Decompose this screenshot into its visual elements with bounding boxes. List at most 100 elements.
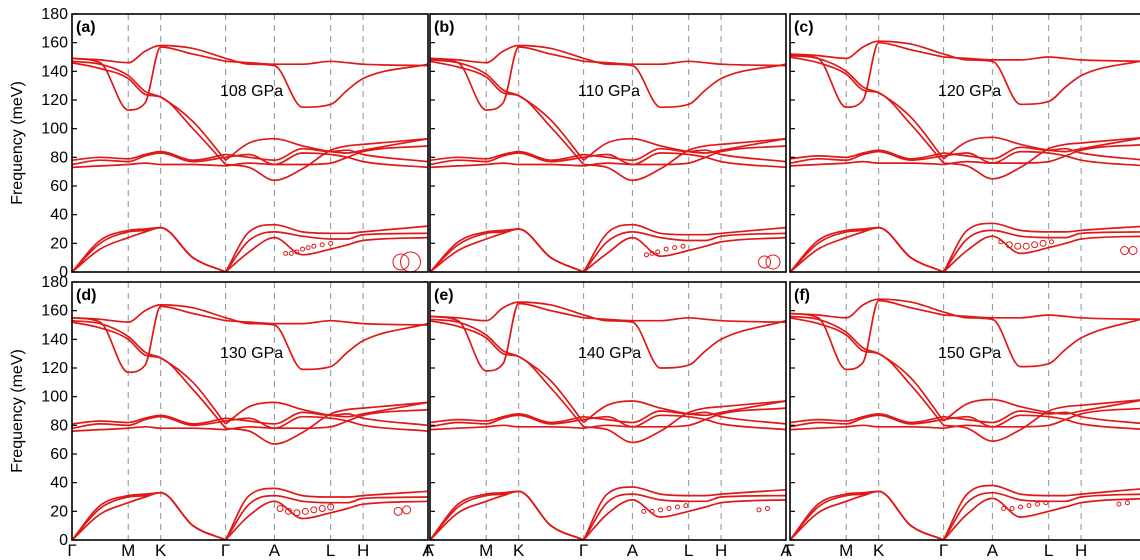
phonon-branch-3: [72, 226, 226, 272]
phonon-branch-2: [72, 491, 226, 540]
panel-label: (c): [794, 19, 814, 36]
phonon-branch-3: [583, 236, 786, 272]
phonon-branch-8: [430, 59, 585, 161]
phonon-branch-2: [224, 231, 428, 272]
phonon-branch-3: [582, 499, 786, 540]
coupling-strength-circle: [649, 250, 655, 256]
phonon-branch-7: [790, 316, 945, 426]
panel-frame: [71, 13, 429, 273]
phonon-branch-1: [582, 486, 786, 540]
kpoint-label: M: [839, 541, 853, 560]
y-tick-label: 20: [50, 503, 68, 520]
phonon-branch-4: [790, 424, 944, 431]
kpoint-label: K: [155, 541, 167, 560]
phonon-branch-7: [225, 401, 428, 445]
coupling-strength-circle: [1128, 246, 1138, 255]
band-set: [790, 40, 1140, 272]
coupling-strength-circle: [663, 246, 669, 252]
phonon-branch-5: [790, 414, 944, 428]
phonon-branch-7: [583, 400, 786, 444]
panel-frame: [789, 13, 1140, 273]
phonon-branch-6: [943, 410, 1140, 425]
phonon-branch-8: [225, 401, 428, 425]
phonon-branch-2: [790, 490, 944, 540]
coupling-strength-circle: [1022, 242, 1030, 250]
coupling-strength-circle: [1116, 501, 1122, 507]
y-tick-label: 140: [41, 331, 68, 348]
coupling-strength-circle: [758, 255, 772, 269]
phonon-branch-2: [430, 228, 584, 272]
phonon-branch-10: [430, 301, 584, 322]
kpoint-label: M: [121, 541, 135, 560]
y-tick-label: 100: [41, 121, 68, 138]
phonon-branch-8: [790, 54, 945, 160]
phonon-branch-7: [430, 60, 585, 166]
phonon-branch-10: [72, 304, 226, 323]
panel-label: (d): [76, 287, 96, 304]
phonon-branch-6: [72, 414, 226, 425]
coupling-strength-circle: [1018, 504, 1024, 510]
pressure-label: 108 GPa: [220, 83, 283, 100]
phonon-branch-4: [72, 425, 226, 432]
panel-frame: [429, 281, 787, 541]
coupling-strength-circle: [756, 507, 762, 513]
kpoint-label: H: [357, 541, 369, 560]
phonon-branch-4: [790, 160, 944, 167]
coupling-strength-circle: [310, 506, 318, 514]
coupling-strength-circle: [1005, 241, 1013, 249]
band-set: [72, 44, 428, 272]
kpoint-label: L: [684, 541, 693, 560]
kpoint-label: Γ: [67, 541, 76, 560]
kpoint-label: A: [987, 541, 999, 560]
phonon-branch-9: [790, 41, 944, 109]
phonon-branch-4: [225, 408, 428, 431]
phonon-branch-6: [72, 150, 226, 162]
y-axis-label: Frequency (meV): [9, 81, 26, 205]
phonon-branch-4: [583, 145, 786, 167]
coupling-strength-circle: [643, 252, 649, 258]
coupling-strength-circle: [683, 503, 689, 509]
kpoint-label: H: [715, 541, 727, 560]
pressure-label: 110 GPa: [578, 83, 640, 100]
phonon-branch-4: [430, 424, 584, 431]
kpoint-axis: ΓMKΓALHAΓMKΓALHAΓMKΓALHA: [67, 541, 1087, 560]
coupling-strength-circle: [765, 254, 781, 270]
phonon-branch-8: [583, 400, 786, 424]
coupling-strength-circle: [1124, 500, 1130, 506]
phonon-branch-10: [430, 44, 584, 64]
coupling-strength-circle: [311, 243, 317, 249]
y-tick-label: 80: [50, 149, 68, 166]
coupling-strength-circle: [305, 245, 311, 251]
y-tick-label: 0: [59, 532, 68, 549]
coupling-strength-circle: [658, 507, 664, 513]
phonon-branch-6: [430, 413, 584, 424]
coupling-strength-circle: [300, 246, 306, 252]
phonon-branch-10: [943, 53, 1140, 106]
phonon-branch-2: [582, 493, 786, 540]
y-axis-label: Frequency (meV): [9, 349, 26, 473]
coupling-strength-circle: [400, 251, 422, 272]
coupling-strength-circle: [392, 253, 410, 271]
coupling-strength-circle: [672, 245, 678, 251]
kpoint-label: A: [422, 541, 434, 560]
phonon-branch-8: [583, 137, 786, 161]
phonon-branch-9: [790, 299, 944, 371]
panel-frame: [789, 281, 1140, 541]
coupling-strength-circle: [283, 250, 289, 256]
phonon-branch-8: [943, 398, 1140, 422]
phonon-branch-1: [72, 491, 226, 540]
phonon-branch-9: [583, 60, 786, 67]
kpoint-label: L: [1044, 541, 1053, 560]
kpoint-label: Γ: [579, 541, 588, 560]
phonon-branch-6: [225, 147, 428, 163]
phonon-branch-5: [430, 152, 584, 166]
phonon-branch-2: [790, 226, 944, 272]
panel-label: (a): [76, 19, 96, 36]
kpoint-label: H: [1075, 541, 1087, 560]
phonon-branch-7: [583, 137, 786, 182]
phonon-branch-1: [790, 226, 944, 272]
panel-frame: [429, 13, 787, 273]
panel-f: (f) 150 GPa: [789, 281, 1140, 541]
phonon-branch-9: [430, 46, 584, 111]
